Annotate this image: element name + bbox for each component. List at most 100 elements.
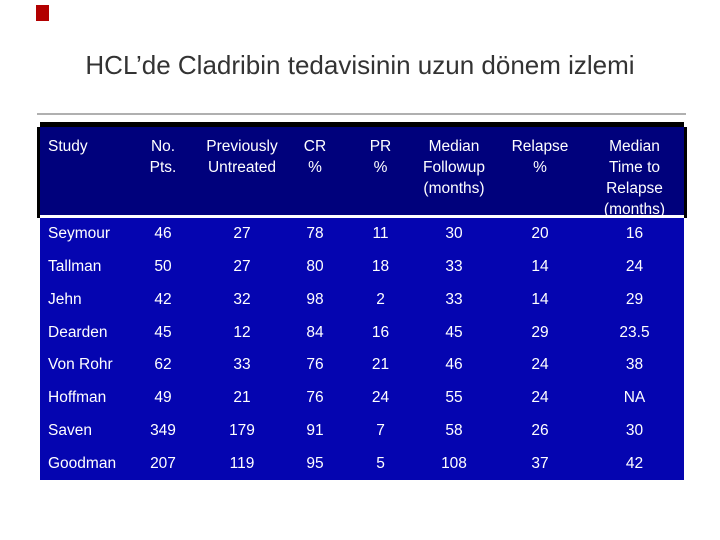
header-line: Time to xyxy=(608,159,661,176)
table-cell: 84 xyxy=(306,323,324,341)
table-cell: 20 xyxy=(531,225,549,243)
table-top-rule xyxy=(37,113,686,115)
table-cell: Seymour xyxy=(48,225,111,243)
table-cell: 5 xyxy=(376,454,385,472)
slide-title: HCL’de Cladribin tedavisinin uzun dönem … xyxy=(85,50,635,80)
header-line: Pts. xyxy=(149,159,177,176)
red-accent-mark xyxy=(36,5,49,21)
table-row: Saven 349 179 91 7 58 26 30 xyxy=(40,415,684,448)
table-row: Goodman 207 119 95 5 108 37 42 xyxy=(40,447,684,480)
table-cell: Saven xyxy=(48,421,92,439)
table-cell: 179 xyxy=(229,421,255,439)
table-cell: 55 xyxy=(445,389,463,407)
table-cell: 27 xyxy=(233,225,251,243)
table-cell: 16 xyxy=(625,225,644,243)
table-row: Tallman 50 27 80 18 33 14 24 xyxy=(40,251,684,284)
table-cell: 91 xyxy=(306,421,324,439)
table-cell: 46 xyxy=(445,356,463,374)
header-line: Untreated xyxy=(207,159,277,176)
table-cell: 11 xyxy=(372,225,389,243)
header-line: % xyxy=(308,159,322,176)
table-cell: 349 xyxy=(150,421,176,439)
table-header-row: Study No. Pts. Previously Untreated CR %… xyxy=(40,127,684,218)
header-line: % xyxy=(373,159,388,176)
table-cell: 23.5 xyxy=(619,323,650,341)
table-cell: Tallman xyxy=(48,258,102,276)
table-row: Dearden 45 12 84 16 45 29 23.5 xyxy=(40,316,684,349)
header-line: Followup xyxy=(422,159,486,176)
table-cell: 58 xyxy=(445,421,463,439)
table-row: Hoffman 49 21 76 24 55 24 NA xyxy=(40,382,684,415)
header-line: (months) xyxy=(603,201,666,218)
studies-table: Study No. Pts. Previously Untreated CR %… xyxy=(40,122,684,480)
table-cell: Goodman xyxy=(48,454,117,472)
table-cell: 33 xyxy=(445,258,463,276)
table-cell: 14 xyxy=(531,258,549,276)
table-cell: 21 xyxy=(371,356,390,374)
table-cell: 18 xyxy=(371,258,390,276)
table-row: Von Rohr 62 33 76 21 46 24 38 xyxy=(40,349,684,382)
table-cell: 98 xyxy=(306,290,324,308)
header-line: PR xyxy=(369,138,392,155)
table-cell: 45 xyxy=(445,323,463,341)
table-cell: Von Rohr xyxy=(48,356,113,374)
table-row: Seymour 46 27 78 11 30 20 16 xyxy=(40,218,684,251)
table-cell: 7 xyxy=(376,421,385,439)
table-cell: NA xyxy=(623,389,646,407)
table-cell: 49 xyxy=(154,389,172,407)
table-cell: 24 xyxy=(371,389,390,407)
table-cell: 80 xyxy=(306,258,324,276)
header-cell-previously-untreated: Previously Untreated xyxy=(202,127,282,215)
header-line: Study xyxy=(48,138,88,155)
table-cell: 33 xyxy=(445,290,463,308)
table-cell: 24 xyxy=(625,258,644,276)
table-cell: 30 xyxy=(445,225,463,243)
header-line: (months) xyxy=(423,180,485,197)
table-cell: 45 xyxy=(154,323,172,341)
header-cell-median-followup: Median Followup (months) xyxy=(413,127,495,215)
header-line: Previously xyxy=(206,138,278,155)
table-cell: 207 xyxy=(150,454,176,472)
table-cell: 16 xyxy=(371,323,390,341)
table-cell: 50 xyxy=(154,258,172,276)
header-line: Median xyxy=(428,138,480,155)
table-cell: 119 xyxy=(229,454,255,472)
table-cell: 95 xyxy=(306,454,324,472)
header-line: Relapse xyxy=(511,138,569,155)
table-cell: 62 xyxy=(154,356,172,374)
table-cell: 12 xyxy=(233,323,251,341)
table-cell: 76 xyxy=(306,389,324,407)
table-cell: 2 xyxy=(376,290,385,308)
header-cell-median-time-to-relapse: Median Time to Relapse (months) xyxy=(585,127,684,218)
table-cell: 27 xyxy=(233,258,251,276)
header-cell-no-pts: No. Pts. xyxy=(124,127,202,215)
header-cell-study: Study xyxy=(40,127,124,215)
table-cell: Hoffman xyxy=(48,389,107,407)
header-cell-cr-pct: CR % xyxy=(282,127,348,215)
table-cell: 46 xyxy=(154,225,172,243)
table-cell: 42 xyxy=(154,290,172,308)
table-row: Jehn 42 32 98 2 33 14 29 xyxy=(40,284,684,317)
table-cell: 30 xyxy=(625,421,644,439)
header-line: Relapse xyxy=(606,180,663,197)
table-cell: 29 xyxy=(531,323,549,341)
header-cell-pr-pct: PR % xyxy=(348,127,413,215)
table-cell: 24 xyxy=(531,389,549,407)
table-cell: 108 xyxy=(441,454,467,472)
table-cell: 24 xyxy=(531,356,549,374)
table-cell: Jehn xyxy=(48,290,82,308)
header-line: No. xyxy=(150,138,176,155)
table-cell: Dearden xyxy=(48,323,108,341)
table-cell: 42 xyxy=(625,454,644,472)
table-body: Seymour 46 27 78 11 30 20 16 Tallman 50 … xyxy=(40,218,684,480)
table-cell: 38 xyxy=(625,356,644,374)
header-line: CR xyxy=(303,138,327,155)
table-cell: 32 xyxy=(233,290,251,308)
table-cell: 37 xyxy=(531,454,549,472)
header-line: Median xyxy=(609,138,660,155)
table-cell: 21 xyxy=(233,389,251,407)
table-cell: 76 xyxy=(306,356,324,374)
table-cell: 26 xyxy=(531,421,549,439)
header-cell-relapse-pct: Relapse % xyxy=(495,127,585,215)
